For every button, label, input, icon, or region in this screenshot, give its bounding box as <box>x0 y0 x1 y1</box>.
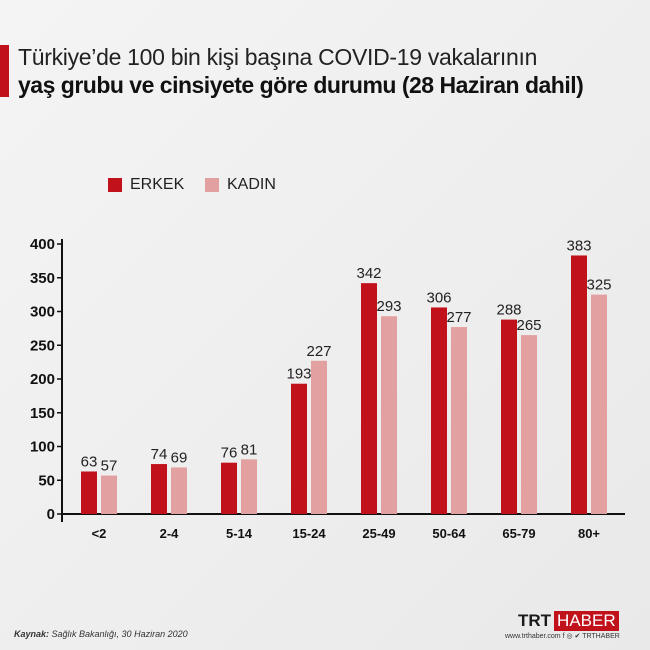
logo-trt: TRT <box>518 611 552 630</box>
data-label: 277 <box>446 309 471 326</box>
bar-kadin <box>451 327 467 514</box>
source-note: Kaynak: Sağlık Bakanlığı, 30 Haziran 202… <box>14 629 188 639</box>
data-label: 325 <box>586 277 611 294</box>
bar-kadin <box>171 467 187 514</box>
data-label: 265 <box>516 317 541 334</box>
y-tick-label: 350 <box>30 270 55 287</box>
bar-kadin <box>591 294 607 514</box>
bar-erkek <box>81 471 97 514</box>
data-label: 74 <box>151 446 168 463</box>
y-tick-label: 200 <box>30 371 55 388</box>
y-tick-label: 0 <box>47 506 55 523</box>
data-label: 342 <box>356 265 381 282</box>
legend-kadin: KADIN <box>205 176 276 194</box>
website-text: www.trthaber.com f ◎ ✔ TRTHABER <box>505 633 620 640</box>
bar-erkek <box>221 462 237 514</box>
source-label: Kaynak: <box>14 629 50 639</box>
bar-kadin <box>311 360 327 514</box>
bar-kadin <box>381 316 397 514</box>
bar-kadin <box>101 475 117 514</box>
bar-erkek <box>291 383 307 514</box>
data-label: 81 <box>241 441 258 458</box>
x-tick-label: 5-14 <box>226 526 253 541</box>
x-tick-label: 2-4 <box>160 526 180 541</box>
source-text: Sağlık Bakanlığı, 30 Haziran 2020 <box>49 629 188 639</box>
bar-erkek <box>151 464 167 514</box>
data-label: 63 <box>81 453 98 470</box>
legend-label: ERKEK <box>130 176 185 193</box>
data-label: 227 <box>306 343 331 360</box>
bar-kadin <box>521 335 537 514</box>
x-tick-label: 65-79 <box>502 526 535 541</box>
data-label: 193 <box>286 366 311 383</box>
legend-swatch-erkek <box>108 178 122 192</box>
data-label: 57 <box>101 458 118 475</box>
bar-erkek <box>431 307 447 514</box>
y-tick-label: 250 <box>30 337 55 354</box>
data-label: 306 <box>426 289 451 306</box>
legend-swatch-kadin <box>205 178 219 192</box>
trt-haber-logo: TRT HABER <box>518 611 619 631</box>
y-tick-label: 400 <box>30 236 55 253</box>
data-label: 288 <box>496 302 521 319</box>
data-label: 293 <box>376 298 401 315</box>
y-tick-label: 150 <box>30 405 55 422</box>
title-line-1: Türkiye’de 100 bin kişi başına COVID-19 … <box>18 44 538 70</box>
title-line-2: yaş grubu ve cinsiyete göre durumu (28 H… <box>18 72 584 98</box>
bar-erkek <box>361 283 377 514</box>
x-tick-label: 25-49 <box>362 526 395 541</box>
bar-erkek <box>571 255 587 514</box>
data-label: 383 <box>566 237 591 254</box>
title-accent-bar <box>0 45 9 97</box>
x-tick-label: 50-64 <box>432 526 466 541</box>
logo-haber: HABER <box>554 611 619 631</box>
y-tick-label: 50 <box>38 472 55 489</box>
y-tick-label: 300 <box>30 304 55 321</box>
bar-erkek <box>501 319 517 514</box>
x-tick-label: 15-24 <box>292 526 326 541</box>
legend-label: KADIN <box>227 176 276 193</box>
x-tick-label: 80+ <box>578 526 600 541</box>
legend-erkek: ERKEK <box>108 176 184 194</box>
y-tick-label: 100 <box>30 439 55 456</box>
x-tick-label: <2 <box>92 526 107 541</box>
bar-kadin <box>241 459 257 514</box>
data-label: 69 <box>171 449 188 466</box>
data-label: 76 <box>221 445 238 462</box>
